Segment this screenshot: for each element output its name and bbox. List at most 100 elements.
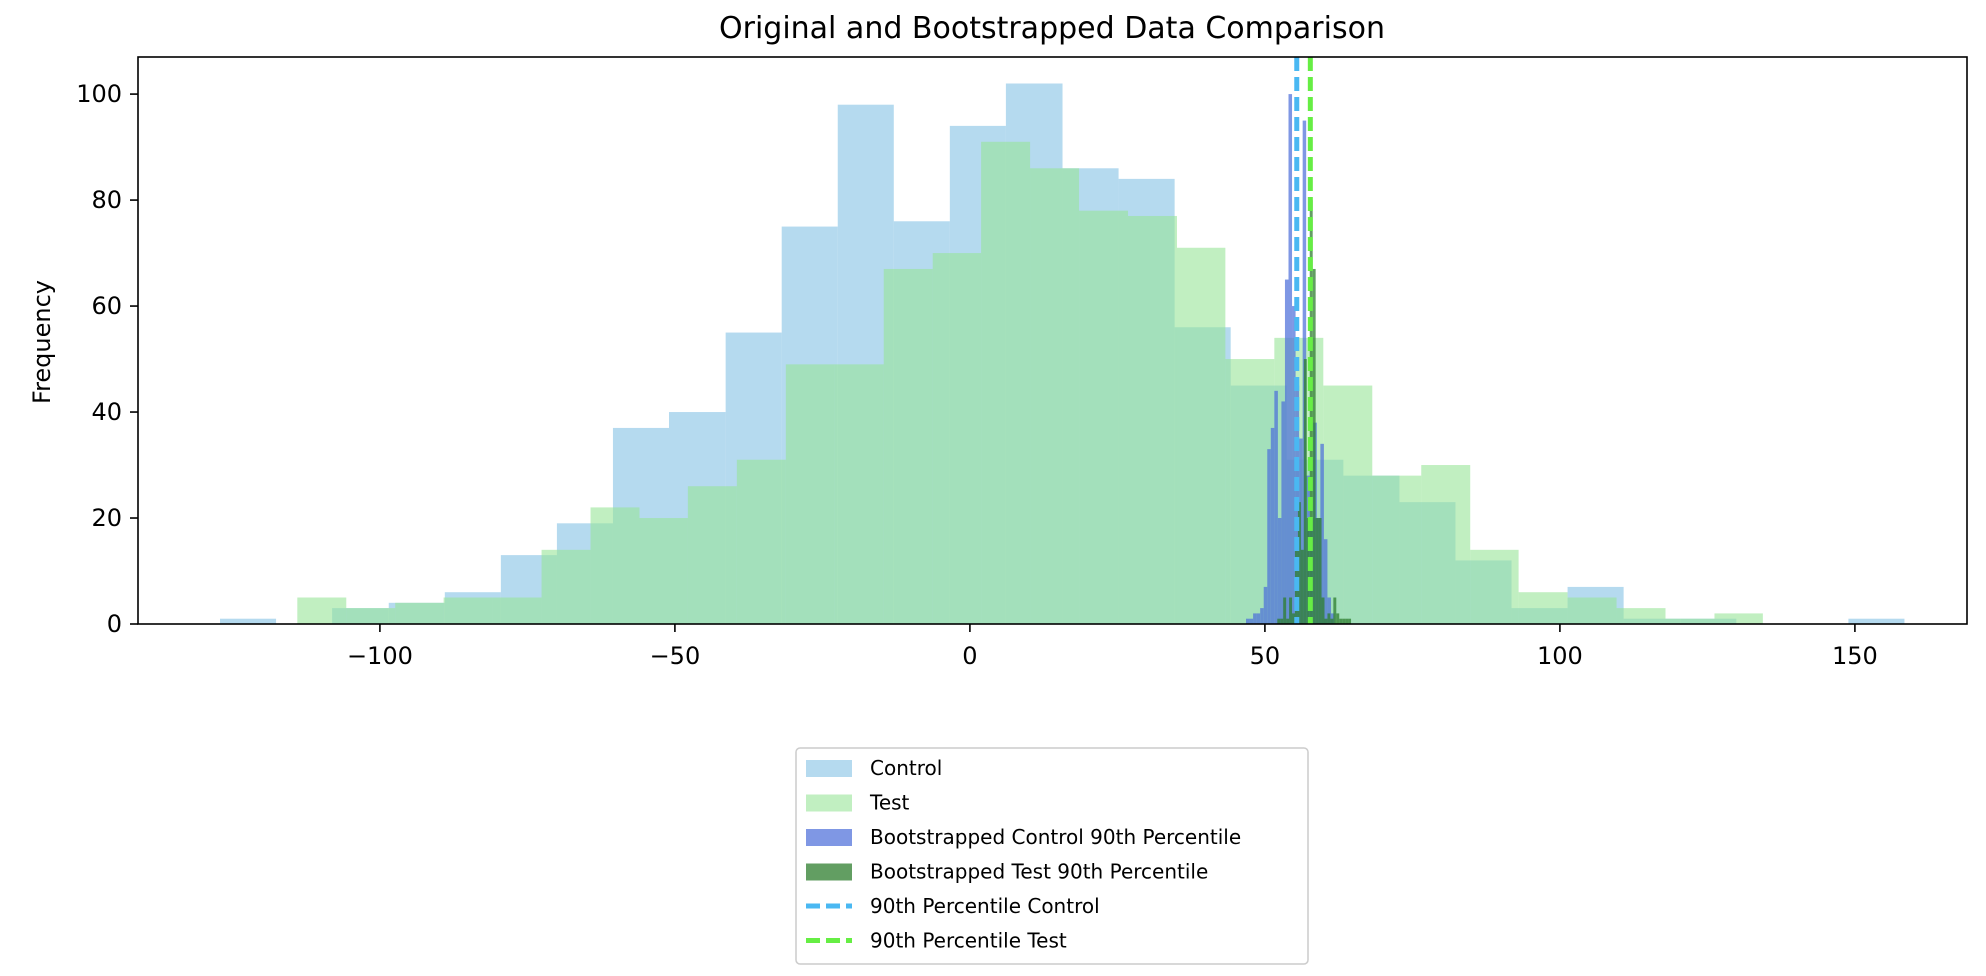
y-axis-label: Frequency [28, 280, 56, 404]
test-bar [1030, 168, 1080, 624]
bootstrapped-test-90th-percentile-bar [1336, 613, 1340, 624]
plot-area [220, 57, 1905, 624]
test-bar [1421, 465, 1471, 624]
test-bar [1518, 592, 1568, 624]
axes: −100 −50 0 50 100 150 0 20 40 60 80 100 [76, 56, 1968, 670]
y-tick-label: 100 [76, 80, 122, 108]
bootstrapped-control-90th-percentile-bar [1256, 613, 1261, 624]
bootstrapped-control-90th-percentile-bar [1277, 518, 1282, 624]
y-tick-label: 40 [91, 398, 122, 426]
bootstrapped-test-90th-percentile-bar [1283, 597, 1287, 624]
control-bar [1848, 618, 1905, 624]
test-bar [1714, 613, 1763, 624]
legend-label: 90th Percentile Test [870, 929, 1067, 953]
legend-item-control: Control [806, 756, 942, 780]
bootstrapped-control-90th-percentile-bar [1260, 608, 1264, 624]
bootstrapped-test-90th-percentile-bar [1306, 518, 1310, 624]
y-tick-label: 80 [91, 186, 122, 214]
x-tick-label: 100 [1537, 642, 1583, 670]
bootstrapped-test-90th-percentile-bar [1300, 549, 1304, 624]
legend-swatch [806, 794, 852, 812]
series-test [297, 141, 1763, 624]
bootstrapped-test-90th-percentile-bar [1324, 618, 1328, 624]
y-tick-label: 0 [107, 610, 122, 638]
test-bar [736, 459, 786, 624]
test-bar [297, 597, 347, 624]
test-bar [1567, 597, 1617, 624]
legend-swatch [806, 829, 852, 846]
test-bar [443, 597, 493, 624]
bootstrapped-test-90th-percentile-bar [1309, 200, 1313, 624]
bootstrapped-test-90th-percentile-bar [1312, 268, 1316, 624]
legend-item-bootstrapped-test-90th-percentile: Bootstrapped Test 90th Percentile [806, 860, 1208, 884]
bootstrapped-control-90th-percentile-bar [1292, 306, 1296, 624]
control-bar [220, 618, 277, 624]
legend-item-90th-percentile-test: 90th Percentile Test [806, 929, 1067, 953]
test-bar [541, 549, 591, 624]
bootstrapped-test-90th-percentile-bar [1297, 502, 1301, 624]
bootstrapped-control-90th-percentile-bar [1263, 586, 1268, 624]
bootstrapped-test-90th-percentile-bar [1315, 518, 1319, 624]
test-bar [883, 268, 933, 624]
bootstrapped-test-90th-percentile-bar [1277, 618, 1281, 624]
legend-swatch [806, 760, 852, 777]
bootstrapped-control-90th-percentile-bar [1327, 597, 1331, 624]
bootstrapped-test-90th-percentile-bar [1321, 597, 1325, 624]
bootstrapped-control-90th-percentile-bar [1284, 279, 1289, 624]
bootstrapped-control-90th-percentile-bar [1267, 449, 1271, 624]
x-tick-label: −100 [347, 642, 413, 670]
bootstrapped-test-90th-percentile-bar [1286, 618, 1290, 624]
bootstrapped-control-90th-percentile-bar [1320, 443, 1324, 624]
legend-item-bootstrapped-control-90th-percentile: Bootstrapped Control 90th Percentile [806, 825, 1241, 849]
bootstrapped-test-90th-percentile-bar [1339, 618, 1343, 624]
legend-label: 90th Percentile Control [870, 894, 1100, 918]
test-bar [395, 602, 444, 624]
axes-frame [137, 56, 1968, 625]
bootstrapped-control-90th-percentile-bar [1299, 438, 1303, 624]
bootstrapped-test-90th-percentile-bar [1345, 618, 1349, 624]
test-bar [639, 518, 688, 624]
legend-item-test: Test [806, 791, 910, 815]
x-tick-label: −50 [650, 642, 701, 670]
test-bar [1372, 475, 1422, 624]
x-tick-label: 0 [962, 642, 977, 670]
test-bar [1616, 608, 1666, 624]
legend: Control Test Bootstrapped Control 90th Per… [795, 747, 1309, 965]
bootstrapped-control-90th-percentile-bar [1270, 427, 1275, 624]
bootstrapped-test-90th-percentile-bar [1348, 618, 1352, 624]
test-bar [785, 364, 835, 624]
x-tick-label: 150 [1832, 642, 1878, 670]
test-bar [1225, 359, 1275, 624]
legend-label: Control [870, 756, 942, 780]
bootstrapped-test-90th-percentile-bar [1280, 618, 1284, 624]
bootstrapped-test-90th-percentile-bar [1318, 518, 1322, 624]
test-bar [1176, 247, 1226, 624]
bootstrapped-control-90th-percentile-bar [1274, 390, 1278, 624]
legend-label: Bootstrapped Test 90th Percentile [870, 860, 1208, 884]
bootstrapped-test-90th-percentile-bar [1333, 597, 1337, 624]
test-bar [346, 608, 396, 624]
test-bar [932, 253, 982, 624]
test-bar [1128, 215, 1177, 624]
bootstrapped-test-90th-percentile-bar [1327, 613, 1331, 624]
test-bar [1323, 385, 1373, 624]
bootstrapped-control-90th-percentile-bar [1281, 401, 1285, 624]
bootstrapped-control-90th-percentile-bar [1249, 618, 1254, 624]
test-bar [1470, 549, 1519, 624]
legend-box [795, 747, 1309, 965]
bootstrapped-test-90th-percentile-bar [1342, 618, 1346, 624]
bootstrapped-test-90th-percentile-bar [1303, 359, 1307, 624]
bootstrapped-control-90th-percentile-bar [1253, 613, 1257, 624]
legend-item-90th-percentile-control: 90th Percentile Control [806, 894, 1100, 918]
test-bar [1079, 210, 1129, 624]
legend-label: Test [869, 791, 910, 815]
bootstrapped-test-90th-percentile-bar [1330, 618, 1334, 624]
chart-title: Original and Bootstrapped Data Compariso… [719, 11, 1385, 46]
test-bar [492, 597, 542, 624]
y-tick-label: 20 [91, 504, 122, 532]
legend-label: Bootstrapped Control 90th Percentile [870, 825, 1241, 849]
bootstrapped-control-90th-percentile-bar [1246, 618, 1250, 624]
series-bootstrapped-test-90th-percentile [1277, 200, 1352, 624]
x-tick-label: 50 [1250, 642, 1281, 670]
